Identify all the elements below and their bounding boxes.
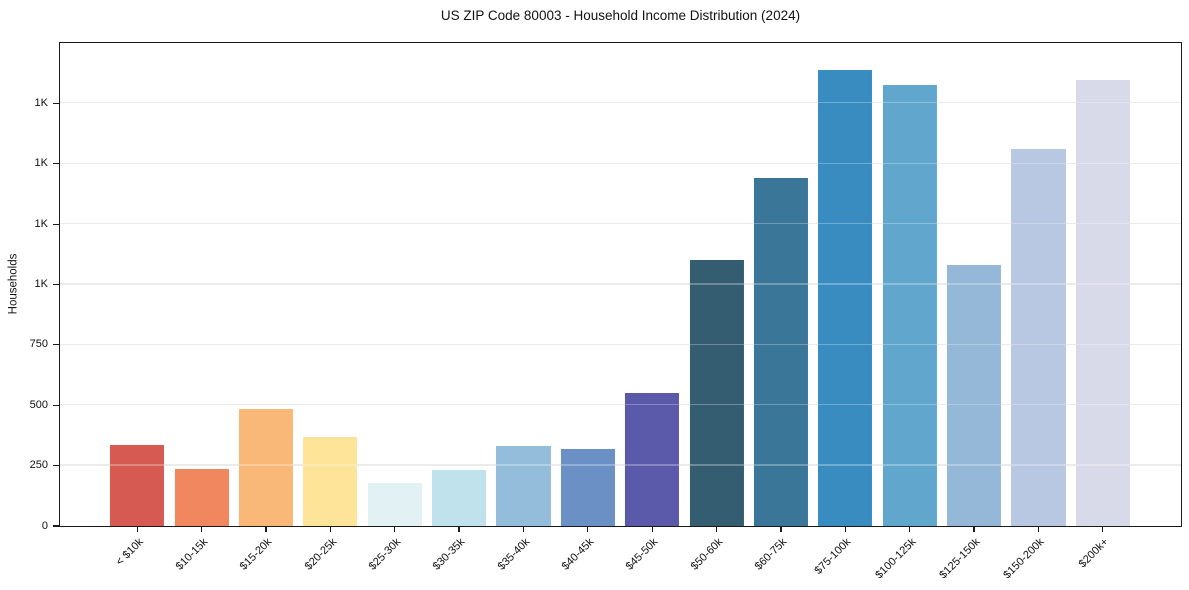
- bar: [818, 69, 873, 526]
- gridline-overlay: [60, 343, 1181, 345]
- x-tick-mark: [136, 526, 138, 532]
- y-tick-mark: [53, 465, 60, 467]
- x-tick-label: < $10k: [113, 536, 146, 569]
- x-tick-mark: [909, 526, 911, 532]
- y-tick-label: 1K: [34, 278, 48, 290]
- y-tick-label: 250: [29, 459, 48, 472]
- x-tick-label: $30-35k: [430, 536, 468, 573]
- x-tick-mark: [1102, 526, 1104, 532]
- y-tick-mark: [53, 283, 60, 286]
- bar: [432, 470, 487, 526]
- x-tick-mark: [587, 526, 589, 532]
- gridline: [60, 102, 1181, 104]
- bar-slot: $60-75k: [749, 43, 813, 573]
- y-tick-mark: [53, 344, 60, 346]
- bar: [1075, 80, 1130, 526]
- bar: [238, 408, 293, 526]
- bar-slot: $35-40k: [491, 43, 555, 573]
- x-tick-mark: [715, 526, 718, 532]
- y-tick-mark: [53, 163, 60, 165]
- x-tick-mark: [394, 526, 396, 532]
- x-tick-label: $35-40k: [495, 536, 532, 573]
- gridline: [60, 283, 1181, 285]
- gridline-overlay: [60, 162, 1181, 164]
- bars-container: < $10k $10-15k $15-20k $20-25k $25-30k $30-35…: [105, 43, 1135, 581]
- bar-slot: $15-20k: [234, 43, 298, 573]
- bar-slot: $45-50k: [620, 43, 684, 573]
- bar-slot: $150-200k: [1002, 43, 1070, 581]
- chart-title: US ZIP Code 80003 - Household Income Dis…: [440, 8, 801, 23]
- x-tick-label: $200k+: [1077, 536, 1112, 571]
- gridline-overlay: [60, 464, 1181, 466]
- x-tick-mark: [651, 526, 653, 532]
- bar: [947, 265, 1002, 526]
- y-tick-label: 500: [29, 398, 48, 411]
- bar: [174, 469, 229, 526]
- gridline-overlay: [60, 102, 1181, 104]
- bar-slot: $40-45k: [556, 43, 620, 573]
- bar: [882, 85, 937, 526]
- x-tick-mark: [458, 526, 460, 532]
- x-tick-label: $60-75k: [752, 536, 790, 573]
- x-tick-label: $10-15k: [173, 536, 211, 573]
- bar: [110, 445, 165, 526]
- x-tick-mark: [329, 526, 331, 532]
- bar-slot: $30-35k: [427, 43, 491, 573]
- bar-slot: $50-60k: [684, 43, 748, 573]
- y-tick-mark: [53, 223, 60, 225]
- bar-slot: $200k+: [1071, 43, 1135, 570]
- y-tick-mark: [53, 102, 60, 104]
- gridline-overlay: [60, 283, 1181, 285]
- bar-slot: $20-25k: [298, 43, 362, 573]
- gridline: [60, 464, 1181, 466]
- bar: [689, 260, 744, 526]
- gridline: [60, 222, 1181, 225]
- y-tick-mark: [53, 525, 60, 527]
- gridline-overlay: [60, 404, 1181, 406]
- x-tick-label: $75-100k: [812, 536, 854, 577]
- x-tick-label: $20-25k: [302, 536, 339, 573]
- bar: [496, 446, 551, 526]
- y-tick-label: 1K: [34, 157, 48, 170]
- x-tick-label: $50-60k: [688, 536, 726, 573]
- bar: [367, 482, 422, 526]
- x-tick-mark: [780, 526, 782, 532]
- gridline: [60, 343, 1181, 345]
- bar-slot: $10-15k: [169, 43, 233, 573]
- x-tick-label: $15-20k: [237, 536, 275, 573]
- x-tick-label: $40-45k: [559, 536, 597, 573]
- bar-slot: $125-150k: [937, 43, 1006, 581]
- x-tick-mark: [1037, 526, 1040, 532]
- x-tick-mark: [973, 526, 975, 532]
- bar-slot: < $10k: [105, 43, 169, 568]
- bar: [303, 436, 358, 526]
- x-tick-label: $125-150k: [937, 536, 983, 582]
- x-tick-label: $25-30k: [366, 536, 404, 573]
- bar: [560, 448, 615, 526]
- gridline-overlay: [60, 222, 1181, 225]
- x-tick-mark: [200, 526, 203, 532]
- bar: [753, 178, 808, 526]
- x-tick-mark: [522, 526, 525, 532]
- y-tick-mark: [53, 404, 60, 406]
- bar-slot: $100-125k: [873, 43, 942, 581]
- y-tick-label: 1K: [34, 96, 48, 109]
- gridline: [60, 404, 1181, 406]
- y-tick-label: 750: [29, 338, 48, 351]
- plot-area: 0 250 500 750 1K 1K 1K 1K < $10k $10-15k $15-20k $2…: [30, 42, 1182, 581]
- bar-slot: $25-30k: [363, 43, 427, 573]
- y-tick-label: 0: [41, 519, 48, 532]
- x-tick-mark: [265, 526, 267, 532]
- gridline: [60, 162, 1181, 164]
- bar: [625, 393, 680, 526]
- y-tick-label: 1K: [34, 217, 48, 230]
- x-tick-label: $150-200k: [1001, 536, 1047, 582]
- x-tick-label: $100-125k: [872, 536, 919, 582]
- x-tick-label: $45-50k: [624, 536, 661, 573]
- bar: [1011, 149, 1066, 526]
- x-tick-mark: [844, 526, 846, 532]
- bar-slot: $75-100k: [813, 43, 877, 577]
